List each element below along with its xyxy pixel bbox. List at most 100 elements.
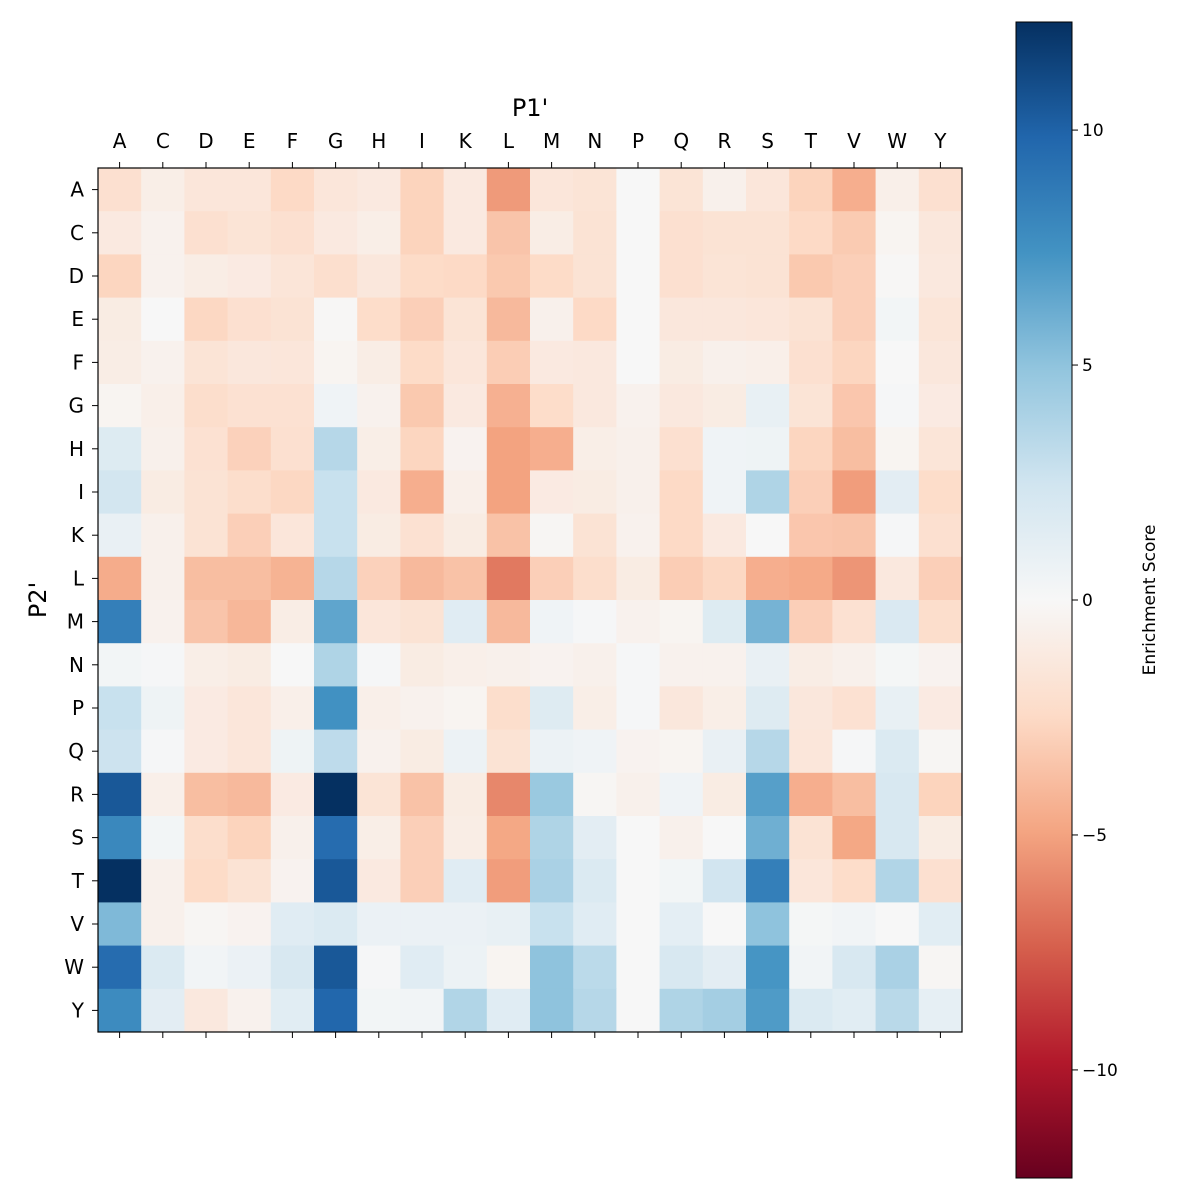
cell-S-A (98, 816, 142, 860)
y-axis-label: P2' (24, 582, 52, 618)
cell-G-M (530, 384, 574, 428)
cell-P-H (357, 686, 401, 731)
cell-C-R (702, 211, 747, 255)
cell-V-N (573, 902, 617, 947)
cell-N-R (702, 643, 747, 687)
colorbar-tick-label: 0 (1082, 591, 1093, 611)
cell-E-A (98, 297, 142, 342)
y-tick-label: Y (71, 998, 85, 1022)
cell-A-Q (659, 168, 704, 212)
cell-E-I (400, 297, 445, 342)
y-tick-label: H (69, 437, 84, 461)
cell-K-E (227, 513, 272, 558)
cell-N-I (400, 643, 445, 687)
cell-W-I (400, 945, 445, 990)
cell-D-S (746, 254, 790, 299)
y-tick-label: L (73, 566, 85, 590)
x-tick-label: T (804, 129, 818, 153)
cell-G-Y (918, 384, 963, 428)
colorbar-tick-label: 10 (1082, 121, 1104, 141)
cell-F-V (832, 340, 877, 385)
cell-D-E (227, 254, 272, 299)
cell-P-V (832, 686, 877, 731)
cell-E-T (789, 297, 833, 342)
y-tick-label: R (70, 782, 84, 806)
cell-G-V (832, 384, 877, 428)
cell-Q-P (616, 729, 661, 774)
cell-G-F (270, 384, 315, 428)
cell-W-V (832, 945, 877, 990)
cell-V-E (227, 902, 272, 947)
cell-S-C (141, 816, 185, 860)
cell-A-I (400, 168, 445, 212)
cell-F-T (789, 340, 833, 385)
cell-G-A (98, 384, 142, 428)
y-tick-label: F (72, 350, 84, 374)
cell-H-A (98, 427, 142, 471)
cell-Y-M (530, 988, 574, 1033)
cell-S-F (270, 816, 315, 860)
cell-G-K (443, 384, 488, 428)
cell-K-T (789, 513, 833, 558)
cell-C-V (832, 211, 877, 255)
cell-T-P (616, 859, 661, 903)
cell-I-M (530, 470, 574, 515)
x-tick-label: P (632, 129, 644, 153)
cell-R-K (443, 772, 488, 817)
cell-H-N (573, 427, 617, 471)
x-tick-label: G (328, 129, 344, 153)
cell-I-W (875, 470, 920, 515)
cell-M-N (573, 600, 617, 644)
cell-Y-W (875, 988, 920, 1033)
cell-T-S (746, 859, 790, 903)
cell-R-P (616, 772, 661, 817)
cell-C-Y (918, 211, 963, 255)
cell-F-M (530, 340, 574, 385)
cell-L-D (184, 556, 229, 601)
cell-V-D (184, 902, 229, 947)
cell-Y-Q (659, 988, 704, 1033)
cell-W-W (875, 945, 920, 990)
cell-C-C (141, 211, 185, 255)
cell-W-E (227, 945, 272, 990)
cell-D-C (141, 254, 185, 299)
y-tick-label: I (78, 480, 84, 504)
cell-G-I (400, 384, 445, 428)
cell-H-W (875, 427, 920, 471)
cell-Q-R (702, 729, 747, 774)
cell-Q-N (573, 729, 617, 774)
cell-I-R (702, 470, 747, 515)
cell-I-S (746, 470, 790, 515)
cell-V-W (875, 902, 920, 947)
cell-Q-I (400, 729, 445, 774)
cell-Y-Y (918, 988, 963, 1033)
cell-V-H (357, 902, 401, 947)
cell-G-R (702, 384, 747, 428)
cell-S-M (530, 816, 574, 860)
cell-Q-D (184, 729, 229, 774)
cell-N-F (270, 643, 315, 687)
cell-M-K (443, 600, 488, 644)
cell-M-F (270, 600, 315, 644)
cell-V-A (98, 902, 142, 947)
cell-I-G (314, 470, 358, 515)
cell-P-K (443, 686, 488, 731)
cell-H-G (314, 427, 358, 471)
cell-S-Q (659, 816, 704, 860)
cell-A-N (573, 168, 617, 212)
cell-P-L (486, 686, 531, 731)
cell-F-A (98, 340, 142, 385)
cell-R-L (486, 772, 531, 817)
cell-A-G (314, 168, 358, 212)
cell-P-A (98, 686, 142, 731)
y-tick-label: P (72, 696, 84, 720)
cell-C-W (875, 211, 920, 255)
cell-S-L (486, 816, 531, 860)
cell-N-P (616, 643, 661, 687)
cell-T-W (875, 859, 920, 903)
cell-D-K (443, 254, 488, 299)
cell-C-F (270, 211, 315, 255)
cell-Q-Q (659, 729, 704, 774)
cell-G-T (789, 384, 833, 428)
cell-F-E (227, 340, 272, 385)
